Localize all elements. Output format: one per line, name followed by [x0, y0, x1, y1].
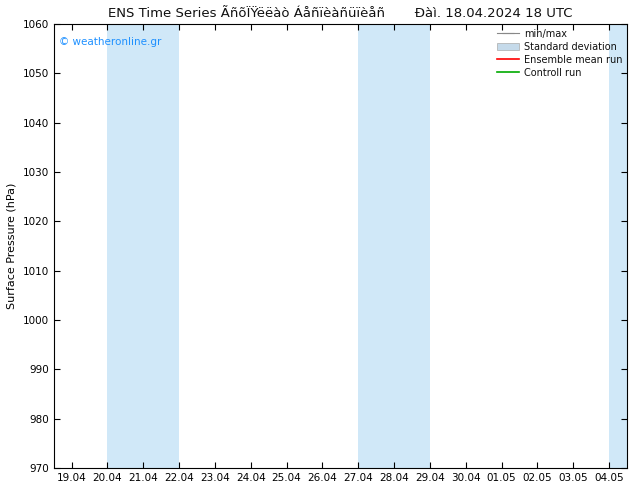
- Title: ENS Time Series ÃñõÏŸëëàò Áåñïèàñüïèåñ       Đàì. 18.04.2024 18 UTC: ENS Time Series ÃñõÏŸëëàò Áåñïèàñüïèåñ Đ…: [108, 7, 573, 20]
- Bar: [107, 24, 179, 468]
- Legend: min/max, Standard deviation, Ensemble mean run, Controll run: min/max, Standard deviation, Ensemble me…: [498, 29, 622, 77]
- Text: © weatheronline.gr: © weatheronline.gr: [60, 37, 162, 47]
- Bar: [609, 24, 631, 468]
- Bar: [358, 24, 430, 468]
- Y-axis label: Surface Pressure (hPa): Surface Pressure (hPa): [7, 183, 17, 309]
